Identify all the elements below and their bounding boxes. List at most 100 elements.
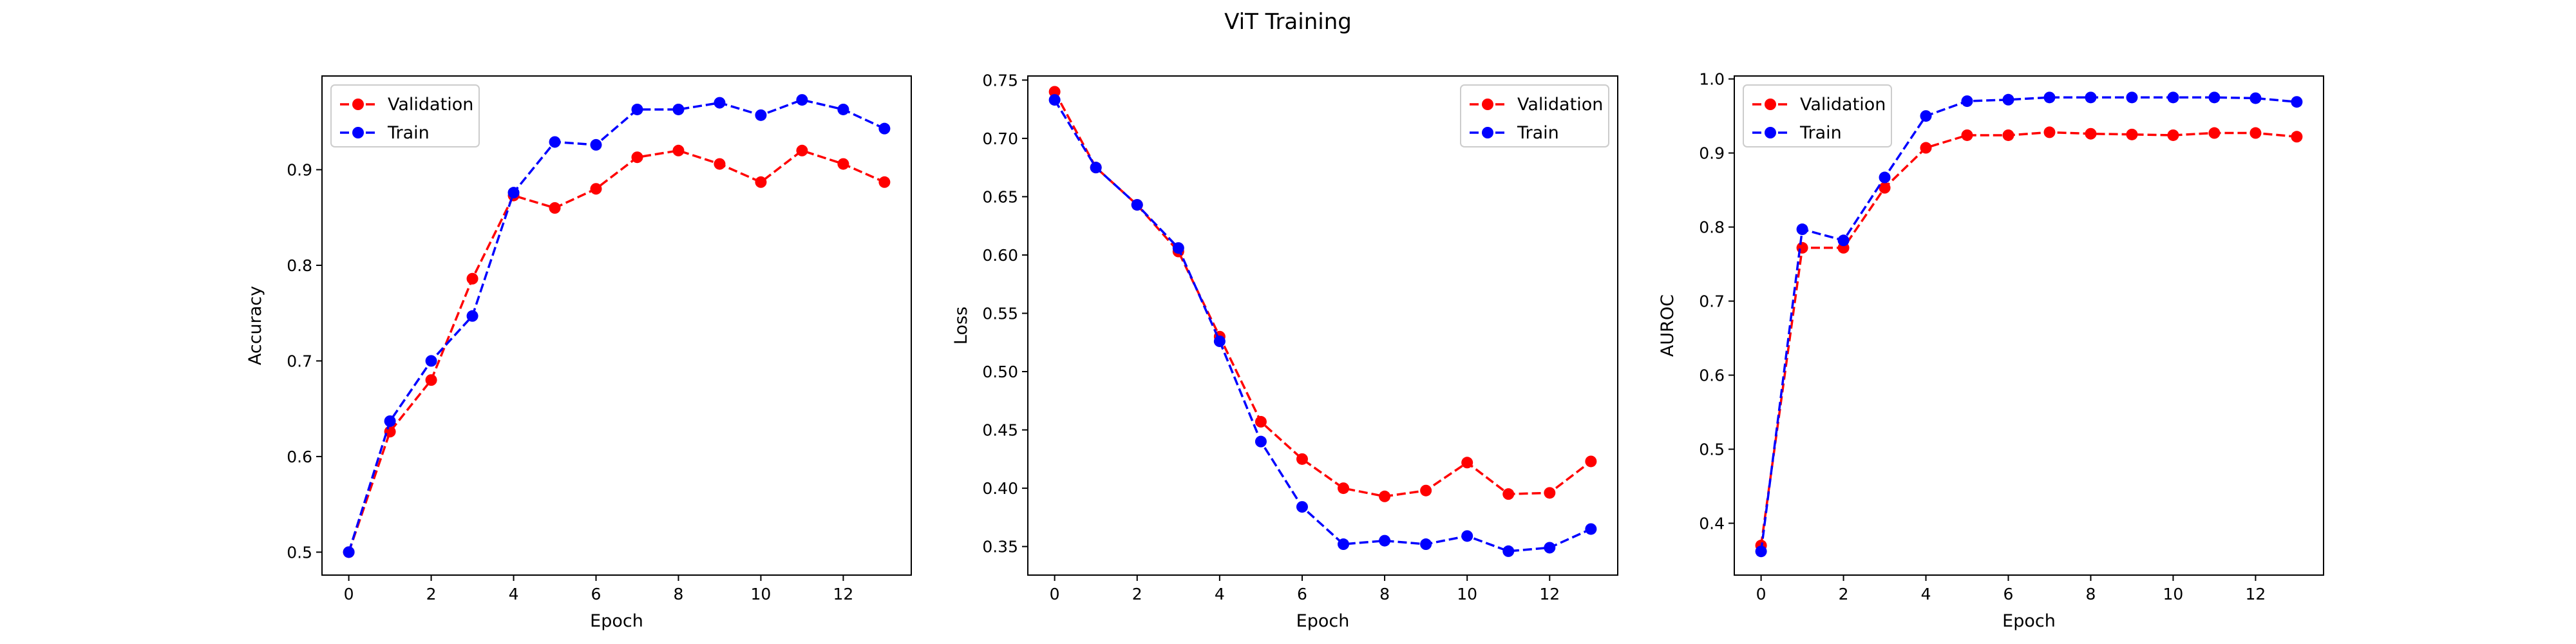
y-axis-label: Accuracy — [245, 286, 265, 365]
chart-panel-auroc: 0 2 4 6 8 10 12 0.4 0.5 0.6 0.7 0.8 0.9 1.0 Epoch AUROC… — [1658, 70, 2324, 631]
data-point — [549, 202, 561, 214]
axes-frame — [1734, 75, 2324, 576]
data-point — [590, 138, 602, 151]
y-tick-label: 0.5 — [287, 543, 312, 562]
series-line-train — [347, 99, 886, 553]
data-point — [1255, 435, 1267, 448]
data-point — [1502, 488, 1515, 500]
data-point — [2002, 129, 2014, 141]
series-validation — [343, 144, 891, 558]
data-point — [1585, 455, 1597, 468]
data-point — [2085, 128, 2097, 140]
series-validation — [1048, 86, 1597, 502]
legend-box — [1743, 84, 1892, 147]
legend-label: Train — [1799, 123, 1842, 143]
y-tick-label: 0.60 — [982, 246, 1018, 265]
series-validation — [1755, 126, 2303, 552]
y-tick-label: 0.55 — [982, 304, 1018, 323]
series-line-validation — [347, 149, 886, 553]
data-point — [755, 176, 767, 188]
x-tick-label: 8 — [2086, 585, 2096, 603]
data-point — [878, 122, 891, 135]
data-point — [2291, 96, 2303, 108]
legend-marker — [1482, 127, 1493, 138]
x-tick-label: 8 — [1379, 585, 1390, 603]
legend-label: Validation — [1517, 95, 1603, 115]
data-point — [796, 144, 808, 156]
x-tick-label: 6 — [2003, 585, 2014, 603]
data-point — [1961, 129, 1973, 141]
data-point — [1255, 415, 1267, 428]
y-tick-label: 0.40 — [982, 479, 1018, 498]
data-point — [549, 136, 561, 148]
data-point — [631, 103, 643, 115]
x-tick-label: 4 — [1921, 585, 1931, 603]
y-axis-label: Loss — [951, 307, 971, 345]
data-point — [1502, 545, 1515, 557]
legend-marker — [1765, 127, 1776, 138]
data-point — [2043, 126, 2056, 138]
data-point — [2208, 127, 2221, 139]
series-line-train — [1054, 99, 1592, 553]
x-tick-label: 0 — [1756, 585, 1766, 603]
axes-frame — [321, 75, 912, 576]
data-point — [1837, 234, 1850, 247]
data-point — [2167, 91, 2179, 104]
y-tick-label: 0.8 — [1699, 218, 1725, 237]
data-point — [1296, 501, 1308, 513]
x-tick-label: 12 — [1539, 585, 1560, 603]
data-point — [343, 546, 355, 558]
x-tick-label: 2 — [426, 585, 437, 603]
data-point — [1544, 487, 1556, 499]
data-point — [1544, 542, 1556, 554]
data-point — [2249, 92, 2262, 104]
data-point — [878, 176, 891, 188]
y-tick-label: 0.7 — [287, 352, 312, 370]
series-line-validation — [1054, 91, 1592, 498]
x-axis-label: Epoch — [590, 611, 643, 631]
data-point — [1755, 545, 1767, 558]
data-point — [2167, 129, 2179, 141]
data-point — [1461, 530, 1473, 542]
chart-panel-accuracy: 0 2 4 6 8 10 12 0.5 0.6 0.7 0.8 0.9 Epoch Accuracy Val… — [245, 75, 912, 631]
figure-title: ViT Training — [1224, 9, 1352, 35]
panels: 0 2 4 6 8 10 12 0.5 0.6 0.7 0.8 0.9 Epoch Accuracy Val… — [245, 70, 2324, 631]
data-point — [1420, 484, 1432, 497]
data-point — [2291, 131, 2303, 143]
legend: Validation Train — [330, 84, 480, 147]
legend-label: Train — [1517, 123, 1559, 143]
legend-item-validation: Validation — [1470, 95, 1603, 115]
data-point — [1920, 142, 1932, 154]
series-train — [1755, 91, 2303, 558]
data-point — [2126, 128, 2138, 140]
legend-item-validation: Validation — [1752, 95, 1886, 115]
chart-panel-loss: 0 2 4 6 8 10 12 0.35 0.40 0.45 0.50 0.55 0.60 0.65 0.7… — [951, 71, 1618, 631]
legend-item-train: Train — [1752, 123, 1842, 143]
data-point — [796, 94, 808, 106]
legend-label: Validation — [1800, 95, 1886, 115]
data-point — [2085, 91, 2097, 104]
data-point — [1296, 453, 1308, 465]
y-tick-label: 0.45 — [982, 421, 1018, 440]
data-point — [1048, 86, 1061, 98]
y-tick-label: 0.35 — [982, 538, 1018, 556]
y-tick-label: 0.70 — [982, 129, 1018, 148]
x-tick-label: 8 — [674, 585, 684, 603]
data-point — [631, 151, 643, 164]
y-tick-label: 0.65 — [982, 187, 1018, 206]
data-point — [672, 144, 685, 156]
legend-item-validation: Validation — [340, 95, 473, 115]
x-axis-label: Epoch — [1296, 611, 1350, 631]
data-point — [1213, 335, 1226, 347]
x-tick-label: 4 — [509, 585, 519, 603]
data-point — [1131, 199, 1143, 211]
data-point — [2208, 91, 2221, 104]
data-point — [1585, 523, 1597, 535]
x-tick-label: 4 — [1215, 585, 1225, 603]
y-tick-label: 0.6 — [287, 448, 312, 466]
data-point — [507, 187, 520, 199]
legend-label: Validation — [388, 95, 473, 115]
x-tick-label: 10 — [1457, 585, 1477, 603]
data-point — [2126, 91, 2138, 104]
